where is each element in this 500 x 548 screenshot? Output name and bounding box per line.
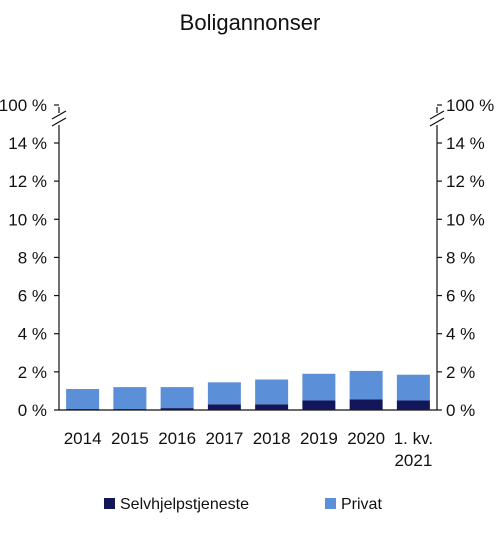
bar-segment [160,387,194,409]
left-axis-break-mark [51,117,67,127]
bar-segment [396,400,430,410]
y-tick-label-left: 4 % [18,325,47,344]
axes: 0 % 0 % 2 % 2 % 4 % 4 % 6 % 6 % 8 % 8 % 10 % 10 % 12… [0,96,494,420]
chart-title: Boligannonser [180,10,321,35]
legend-swatch [325,498,336,509]
y-tick-label-right: 8 % [446,248,475,267]
y-tick-label-left: 0 % [18,401,47,420]
legend: Selvhjelpstjeneste Privat [104,496,382,513]
y-tick-label-right: 10 % [446,210,485,229]
bar-segment [396,374,430,401]
y-tick-label-left: 2 % [18,363,47,382]
bar-segment [349,370,383,400]
legend-label: Privat [341,496,382,513]
x-tick-label: 2015 [111,429,149,448]
bar-segment [66,389,100,410]
x-tick-label: 2016 [158,429,196,448]
y-tick-label-right-top: 100 % [446,96,494,115]
x-tick-label: 2017 [205,429,243,448]
bar-segment [160,408,194,410]
y-tick-label-left: 14 % [8,134,47,153]
x-tick-label: 2019 [300,429,338,448]
left-axis-break-mark [51,110,67,120]
y-tick-label-right: 0 % [446,401,475,420]
y-tick-label-left-top: 100 % [0,96,47,115]
y-tick-label-left: 8 % [18,248,47,267]
y-tick-label-right: 12 % [446,172,485,191]
bars [66,370,430,410]
bar-segment [113,387,147,410]
bar-segment [255,379,289,405]
bar-segment [207,404,241,410]
y-tick-label-right: 14 % [446,134,485,153]
bar-segment [255,404,289,410]
legend-swatch [104,498,115,509]
x-tick-label: 1. kv. 2021 [394,429,433,470]
bar-segment [349,399,383,410]
x-axis-labels: 2014 2015 2016 2017 2018 2019 2020 1. kv. 2021 [64,429,433,470]
x-tick-label: 2014 [64,429,102,448]
y-tick-label-right: 2 % [446,363,475,382]
y-tick-label-right: 6 % [446,287,475,306]
bar-segment [66,409,100,410]
y-tick-label-left: 6 % [18,287,47,306]
right-axis-break-mark [429,110,445,120]
x-tick-label: 2018 [253,429,291,448]
bar-segment [207,382,241,405]
x-tick-label: 2020 [347,429,385,448]
right-axis-break-mark [429,117,445,127]
bar-segment [113,409,147,410]
y-tick-label-right: 4 % [446,325,475,344]
bar-segment [302,373,336,401]
y-tick-label-left: 12 % [8,172,47,191]
y-tick-label-left: 10 % [8,210,47,229]
bar-segment [302,400,336,410]
legend-label: Selvhjelpstjeneste [120,496,249,513]
